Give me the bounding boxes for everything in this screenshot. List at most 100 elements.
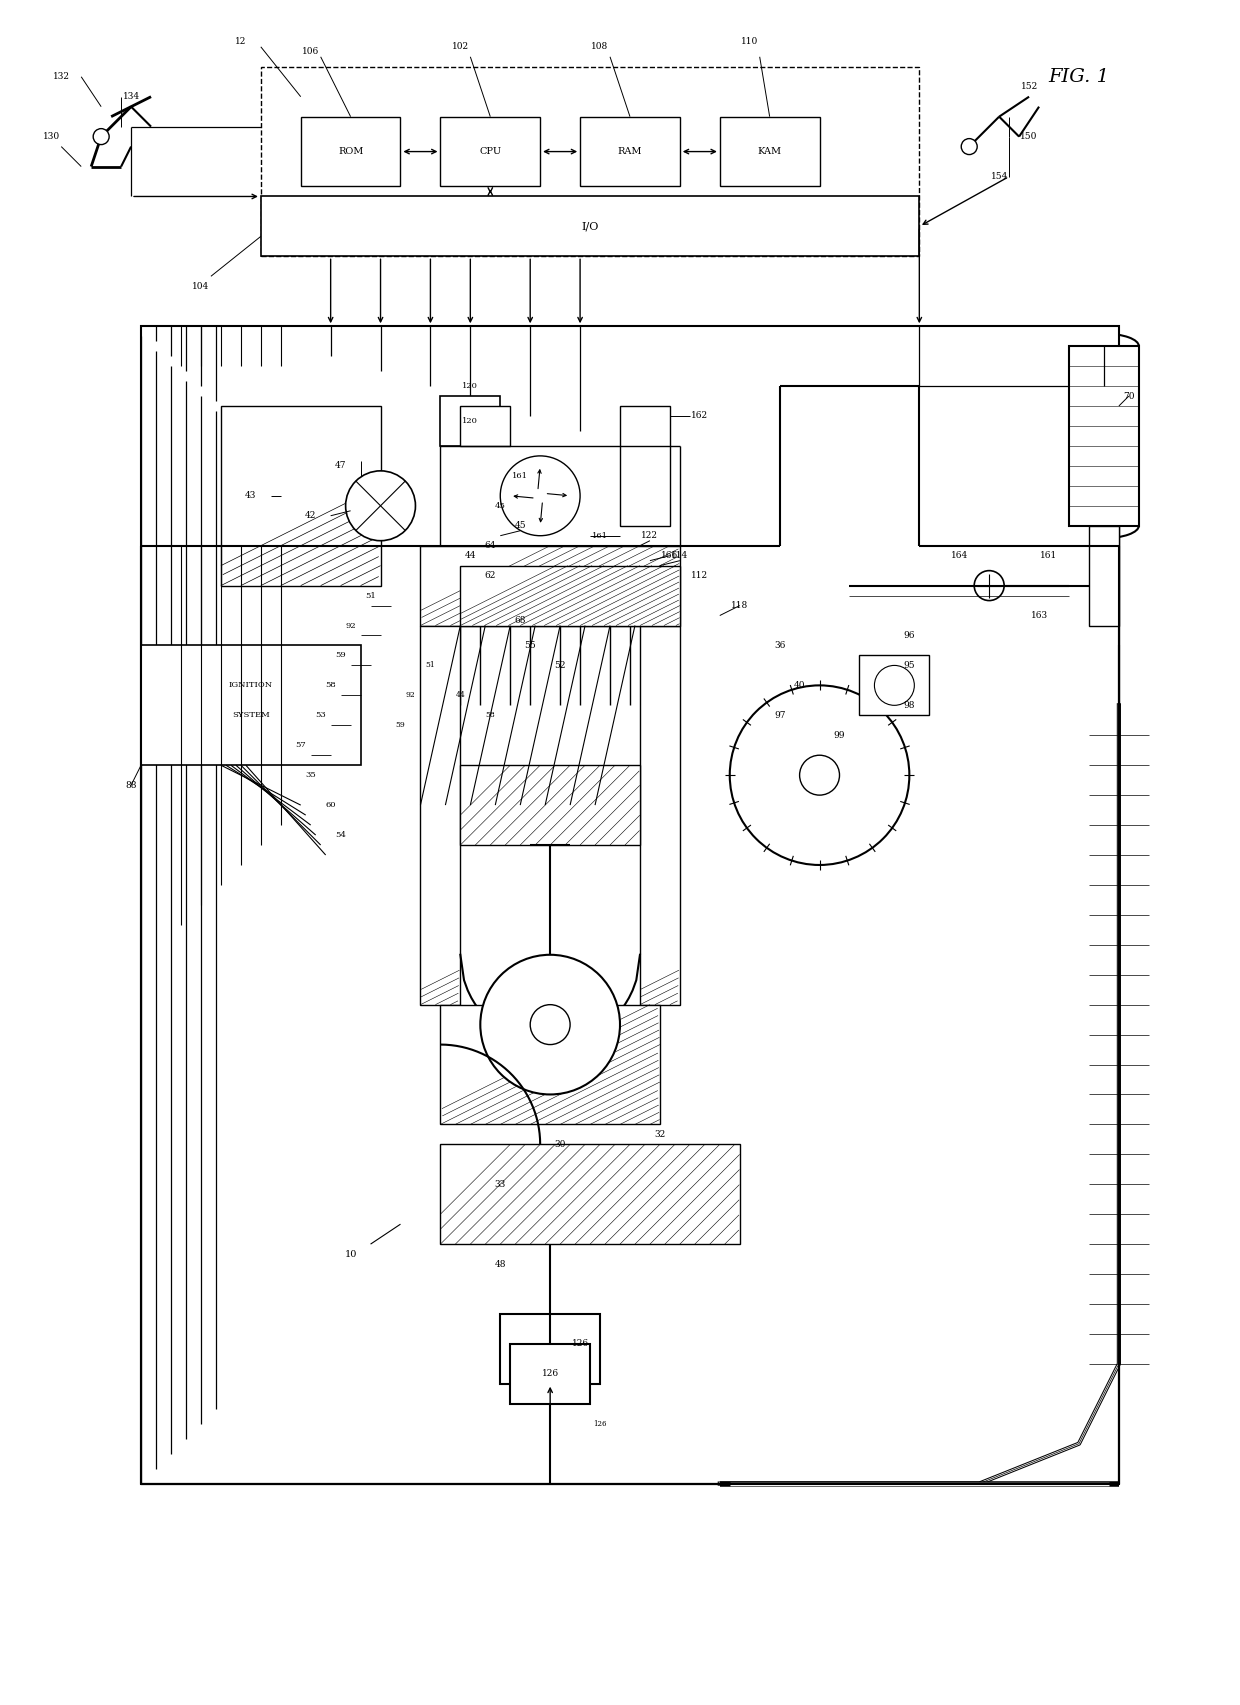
Circle shape — [800, 755, 839, 795]
Text: 104: 104 — [192, 281, 210, 292]
Text: 12: 12 — [236, 38, 247, 46]
Text: 64: 64 — [485, 540, 496, 551]
Text: 126: 126 — [542, 1369, 559, 1378]
Text: 88: 88 — [125, 781, 136, 789]
Text: 154: 154 — [991, 172, 1008, 181]
Bar — [460, 406, 510, 447]
Text: 96: 96 — [904, 631, 915, 639]
Text: 110: 110 — [742, 38, 759, 46]
Text: 92: 92 — [405, 691, 415, 699]
Circle shape — [975, 571, 1004, 600]
Text: 36: 36 — [774, 641, 785, 650]
Text: 45: 45 — [495, 501, 506, 510]
Text: 52: 52 — [554, 662, 565, 670]
Text: 92: 92 — [345, 622, 356, 629]
Text: 59: 59 — [335, 651, 346, 660]
Text: 57: 57 — [295, 742, 306, 748]
Bar — [420, 626, 460, 1004]
Circle shape — [346, 471, 415, 540]
Text: 95: 95 — [904, 662, 915, 670]
Text: 166: 166 — [661, 551, 678, 561]
Text: 44: 44 — [455, 691, 465, 699]
Text: 112: 112 — [691, 571, 708, 580]
Bar — [440, 1004, 660, 1124]
Text: 55: 55 — [525, 641, 536, 650]
Text: 98: 98 — [904, 701, 915, 709]
Text: 59: 59 — [396, 721, 405, 730]
Text: 68: 68 — [515, 616, 526, 626]
Text: 161: 161 — [1040, 551, 1058, 561]
Text: 114: 114 — [671, 551, 688, 561]
Bar — [141, 646, 361, 766]
Bar — [1089, 525, 1118, 626]
Text: ROM: ROM — [339, 147, 363, 157]
Text: 51: 51 — [425, 662, 435, 670]
Bar — [460, 766, 640, 846]
Bar — [301, 116, 401, 186]
Text: 33: 33 — [495, 1180, 506, 1188]
Text: 35: 35 — [305, 771, 316, 779]
Bar — [510, 1344, 590, 1403]
Text: 122: 122 — [641, 532, 658, 540]
Text: 60: 60 — [325, 801, 336, 810]
Circle shape — [500, 455, 580, 535]
Bar — [620, 406, 670, 525]
Text: 51: 51 — [366, 592, 376, 600]
Text: 163: 163 — [1030, 610, 1048, 621]
Text: 42: 42 — [305, 512, 316, 520]
Text: I/O: I/O — [582, 222, 599, 232]
Text: 126: 126 — [572, 1340, 589, 1349]
Bar — [640, 626, 680, 1004]
Text: 108: 108 — [591, 43, 609, 51]
Text: 97: 97 — [774, 711, 785, 720]
Text: IGNITION: IGNITION — [228, 682, 273, 689]
Text: RAM: RAM — [618, 147, 642, 157]
Bar — [719, 116, 820, 186]
Text: 132: 132 — [53, 72, 69, 82]
Text: KAM: KAM — [758, 147, 781, 157]
Bar — [221, 406, 381, 585]
Text: 44: 44 — [465, 551, 476, 561]
Text: 118: 118 — [732, 602, 749, 610]
Text: 120: 120 — [463, 418, 479, 425]
Bar — [141, 326, 1118, 1483]
Text: 70: 70 — [1123, 392, 1135, 401]
Text: 54: 54 — [335, 830, 346, 839]
Circle shape — [961, 138, 977, 155]
Text: 150: 150 — [1021, 131, 1038, 142]
Text: 161: 161 — [591, 532, 608, 540]
Text: FIG. 1: FIG. 1 — [1049, 68, 1110, 85]
Text: 164: 164 — [951, 551, 968, 561]
Text: SYSTEM: SYSTEM — [232, 711, 270, 720]
Text: 161: 161 — [512, 472, 528, 479]
Text: 58: 58 — [485, 711, 495, 720]
Circle shape — [730, 685, 909, 864]
Text: 162: 162 — [691, 411, 708, 421]
Bar — [440, 396, 500, 447]
Bar — [1069, 346, 1138, 525]
Bar — [500, 1315, 600, 1384]
Text: 40: 40 — [794, 680, 805, 691]
Bar — [580, 116, 680, 186]
Ellipse shape — [1069, 513, 1138, 539]
Circle shape — [480, 955, 620, 1095]
Text: 130: 130 — [42, 131, 60, 142]
Text: 30: 30 — [554, 1141, 565, 1149]
Bar — [460, 566, 680, 626]
Text: 106: 106 — [303, 48, 320, 56]
Bar — [420, 546, 680, 626]
Text: 102: 102 — [451, 43, 469, 51]
Text: 45: 45 — [515, 522, 526, 530]
Circle shape — [93, 128, 109, 145]
Circle shape — [531, 1004, 570, 1045]
Bar — [260, 196, 919, 256]
Text: 134: 134 — [123, 92, 140, 101]
Bar — [440, 116, 541, 186]
Text: 152: 152 — [1021, 82, 1038, 92]
Text: 10: 10 — [345, 1250, 357, 1258]
Text: 47: 47 — [335, 462, 346, 471]
Bar — [260, 66, 919, 256]
Text: 120: 120 — [463, 382, 479, 390]
Bar — [440, 1144, 740, 1245]
Text: 58: 58 — [325, 682, 336, 689]
